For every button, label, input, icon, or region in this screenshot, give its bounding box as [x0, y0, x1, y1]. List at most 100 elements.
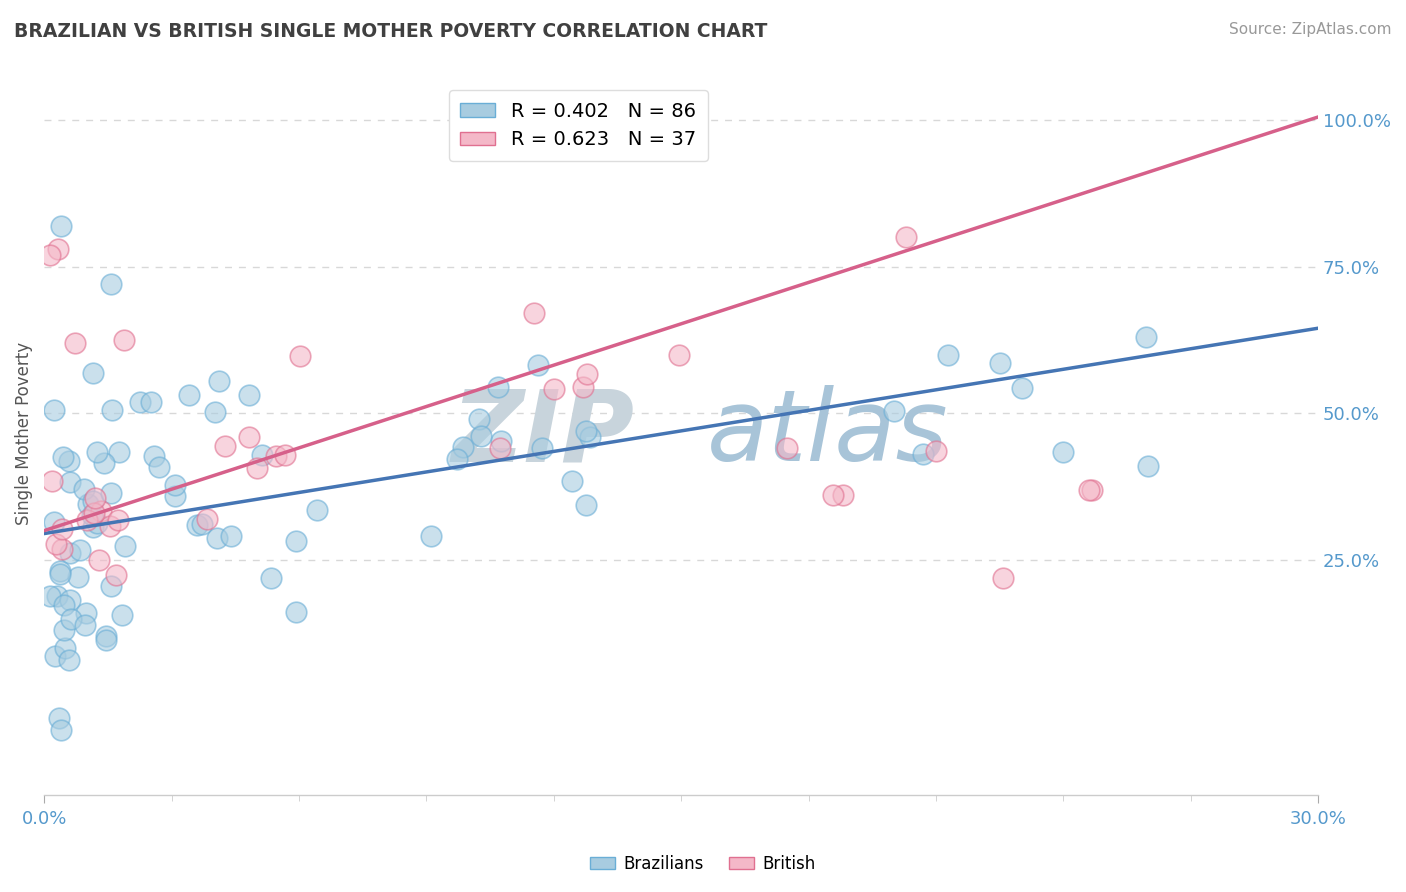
Point — [128, 394, 150, 409]
Point — [53, 598, 76, 612]
Point — [250, 448, 273, 462]
Point — [76, 512, 98, 526]
Point — [1078, 483, 1101, 497]
Point — [446, 452, 468, 467]
Point — [1011, 381, 1033, 395]
Point — [45, 537, 67, 551]
Point — [58, 454, 80, 468]
Point — [82, 493, 104, 508]
Point — [419, 529, 441, 543]
Point — [100, 277, 122, 292]
Point — [49, 219, 72, 233]
Point — [98, 519, 121, 533]
Point — [48, 711, 70, 725]
Point — [60, 612, 83, 626]
Point — [883, 403, 905, 417]
Point — [489, 442, 512, 456]
Point — [208, 374, 231, 388]
Point — [238, 430, 260, 444]
Point — [307, 503, 329, 517]
Point — [114, 539, 136, 553]
Point — [1137, 458, 1160, 473]
Point — [87, 552, 110, 566]
Point — [83, 491, 105, 505]
Point — [990, 356, 1012, 370]
Point — [52, 450, 75, 464]
Point — [195, 512, 218, 526]
Point — [108, 445, 131, 459]
Point — [1135, 329, 1157, 343]
Point — [266, 449, 288, 463]
Legend: Brazilians, British: Brazilians, British — [583, 848, 823, 880]
Point — [101, 403, 124, 417]
Point — [991, 571, 1014, 585]
Point — [86, 516, 108, 530]
Point — [219, 529, 242, 543]
Point — [42, 516, 65, 530]
Point — [163, 489, 186, 503]
Point — [73, 483, 96, 497]
Y-axis label: Single Mother Poverty: Single Mother Poverty — [15, 343, 32, 525]
Point — [925, 444, 948, 458]
Point — [93, 456, 115, 470]
Point — [561, 474, 583, 488]
Point — [451, 440, 474, 454]
Point — [776, 442, 799, 456]
Point — [58, 653, 80, 667]
Point — [246, 461, 269, 475]
Point — [205, 531, 228, 545]
Point — [191, 516, 214, 531]
Point — [41, 474, 63, 488]
Point — [82, 520, 104, 534]
Point — [470, 429, 492, 443]
Point — [107, 513, 129, 527]
Text: Source: ZipAtlas.com: Source: ZipAtlas.com — [1229, 22, 1392, 37]
Point — [575, 498, 598, 512]
Point — [49, 566, 72, 581]
Point — [468, 411, 491, 425]
Text: ZIP: ZIP — [451, 385, 634, 483]
Point — [44, 649, 66, 664]
Point — [69, 543, 91, 558]
Point — [90, 504, 112, 518]
Point — [46, 242, 69, 256]
Point — [527, 358, 550, 372]
Point — [285, 534, 308, 549]
Point — [39, 248, 62, 262]
Point — [59, 475, 82, 489]
Point — [530, 442, 553, 456]
Point — [59, 546, 82, 560]
Point — [59, 593, 82, 607]
Point — [51, 723, 73, 738]
Point — [66, 570, 89, 584]
Point — [896, 230, 918, 244]
Point — [100, 579, 122, 593]
Point — [51, 522, 73, 536]
Point — [288, 349, 311, 363]
Point — [179, 388, 201, 402]
Point — [936, 348, 959, 362]
Point — [53, 624, 76, 638]
Point — [148, 460, 170, 475]
Point — [832, 488, 855, 502]
Point — [100, 486, 122, 500]
Point — [543, 382, 565, 396]
Point — [45, 589, 67, 603]
Point — [274, 448, 297, 462]
Point — [238, 387, 260, 401]
Point — [83, 506, 105, 520]
Point — [912, 447, 935, 461]
Point — [42, 402, 65, 417]
Text: BRAZILIAN VS BRITISH SINGLE MOTHER POVERTY CORRELATION CHART: BRAZILIAN VS BRITISH SINGLE MOTHER POVER… — [14, 22, 768, 41]
Point — [576, 367, 599, 381]
Point — [111, 608, 134, 623]
Point — [523, 306, 546, 320]
Point — [49, 565, 72, 579]
Point — [82, 508, 104, 523]
Point — [94, 632, 117, 647]
Point — [77, 497, 100, 511]
Point — [63, 335, 86, 350]
Legend: R = 0.402   N = 86, R = 0.623   N = 37: R = 0.402 N = 86, R = 0.623 N = 37 — [449, 90, 707, 161]
Point — [39, 590, 62, 604]
Point — [53, 640, 76, 655]
